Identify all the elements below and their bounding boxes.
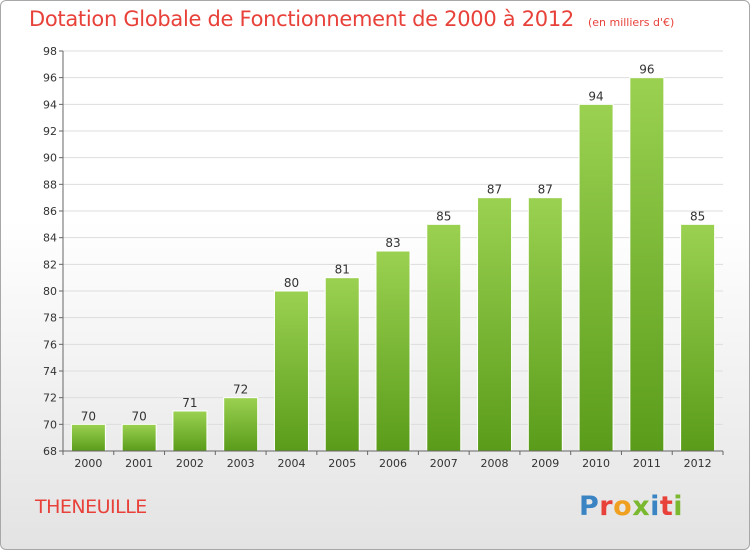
logo-letter: r [599, 491, 614, 522]
x-tick-label-2012: 2012 [684, 457, 712, 470]
x-tick-label-2008: 2008 [481, 457, 509, 470]
chart-subtitle: (en milliers d'€) [587, 16, 675, 29]
bar-2000 [70, 423, 106, 452]
bar-2011 [629, 77, 665, 452]
x-tick-label-2004: 2004 [277, 457, 305, 470]
bar-2002 [172, 410, 208, 452]
y-tick-label: 84 [43, 232, 57, 245]
value-label-2007: 85 [436, 209, 451, 223]
chart-title: Dotation Globale de Fonctionnement de 20… [29, 7, 574, 31]
bar-2003 [223, 397, 259, 452]
logo-letter: t [659, 491, 674, 522]
bar-2006 [375, 250, 411, 452]
value-label-2009: 87 [538, 183, 553, 197]
x-tick-label-2011: 2011 [633, 457, 661, 470]
y-tick-label: 86 [43, 205, 57, 218]
logo-letter: x [632, 491, 651, 522]
y-tick-label: 96 [43, 72, 57, 85]
proxiti-logo[interactable]: Proxiti [579, 491, 683, 522]
logo-letter: i [673, 491, 684, 522]
y-tick-label: 72 [43, 392, 57, 405]
x-tick-label-2005: 2005 [328, 457, 356, 470]
value-label-2008: 87 [487, 183, 502, 197]
bar-2004 [273, 290, 309, 452]
bar-2009 [527, 197, 563, 452]
bar-2012 [680, 223, 716, 452]
y-tick-label: 82 [43, 258, 57, 271]
y-tick-label: 90 [43, 152, 57, 165]
y-tick-label: 68 [43, 445, 57, 458]
value-label-2001: 70 [132, 409, 147, 423]
x-tick-label-2006: 2006 [379, 457, 407, 470]
axis-layer: 68 70 72 74 76 78 80 82 84 86 88 90 92 94 96 98 2000 2001… [43, 45, 724, 470]
x-tick-label-2007: 2007 [430, 457, 458, 470]
x-tick-label-2002: 2002 [176, 457, 204, 470]
x-tick-label-2009: 2009 [531, 457, 559, 470]
y-tick-label: 92 [43, 125, 57, 138]
logo-letter: o [613, 491, 633, 522]
y-tick-label: 78 [43, 312, 57, 325]
value-label-2004: 80 [284, 276, 299, 290]
logo-letter: P [579, 491, 600, 522]
bar-2001 [121, 423, 157, 452]
y-tick-label: 74 [43, 365, 57, 378]
value-label-2011: 96 [639, 63, 654, 77]
bar-2010 [578, 103, 614, 452]
x-tick-label-2000: 2000 [74, 457, 102, 470]
bar-layer: 70 70 71 72 80 81 83 85 87 87 94 96 85 [70, 63, 716, 452]
bar-2008 [477, 197, 513, 452]
y-tick-label: 80 [43, 285, 57, 298]
y-tick-label: 98 [43, 45, 57, 58]
title-row: Dotation Globale de Fonctionnement de 20… [29, 7, 674, 31]
value-label-2012: 85 [690, 209, 705, 223]
x-tick-label-2001: 2001 [125, 457, 153, 470]
value-label-2010: 94 [588, 89, 603, 103]
y-tick-label: 70 [43, 418, 57, 431]
bar-2007 [426, 223, 462, 452]
commune-name: THENEUILLE [35, 496, 147, 518]
x-tick-label-2003: 2003 [227, 457, 255, 470]
logo-letter: i [650, 491, 660, 522]
y-tick-label: 88 [43, 178, 57, 191]
value-label-2002: 71 [182, 396, 197, 410]
value-label-2003: 72 [233, 383, 248, 397]
x-tick-label-2010: 2010 [582, 457, 610, 470]
bar-2005 [324, 277, 360, 452]
value-label-2005: 81 [335, 263, 350, 277]
y-tick-label: 76 [43, 338, 57, 351]
y-tick-label: 94 [43, 98, 57, 111]
value-label-2006: 83 [385, 236, 400, 250]
value-label-2000: 70 [81, 409, 96, 423]
